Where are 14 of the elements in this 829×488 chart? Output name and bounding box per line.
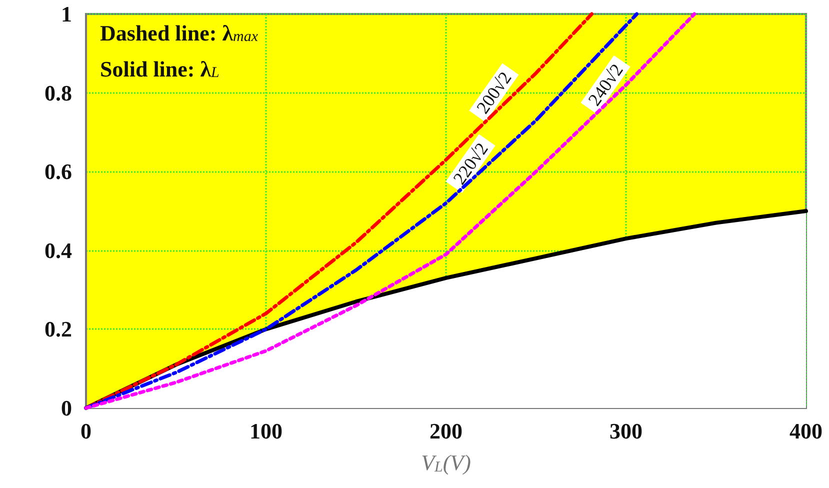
- y-tick-label: 0: [61, 396, 72, 420]
- annotation: Dashed line: λmax: [100, 20, 258, 46]
- y-tick-label: 0.6: [44, 159, 72, 184]
- x-tick-label: 100: [250, 418, 282, 444]
- x-tick-label: 400: [790, 418, 822, 444]
- x-tick-label: 0: [80, 418, 92, 444]
- x-tick-label: 300: [610, 418, 642, 444]
- y-tick-label: 0.2: [44, 316, 72, 342]
- annotation: Solid line: λL: [100, 56, 220, 82]
- y-tick-label: 0.8: [44, 80, 72, 106]
- x-tick-label: 200: [430, 418, 462, 444]
- y-tick-label: 1: [61, 2, 72, 26]
- y-tick-label: 0.4: [44, 238, 72, 263]
- x-axis-title: VL(V): [421, 450, 471, 476]
